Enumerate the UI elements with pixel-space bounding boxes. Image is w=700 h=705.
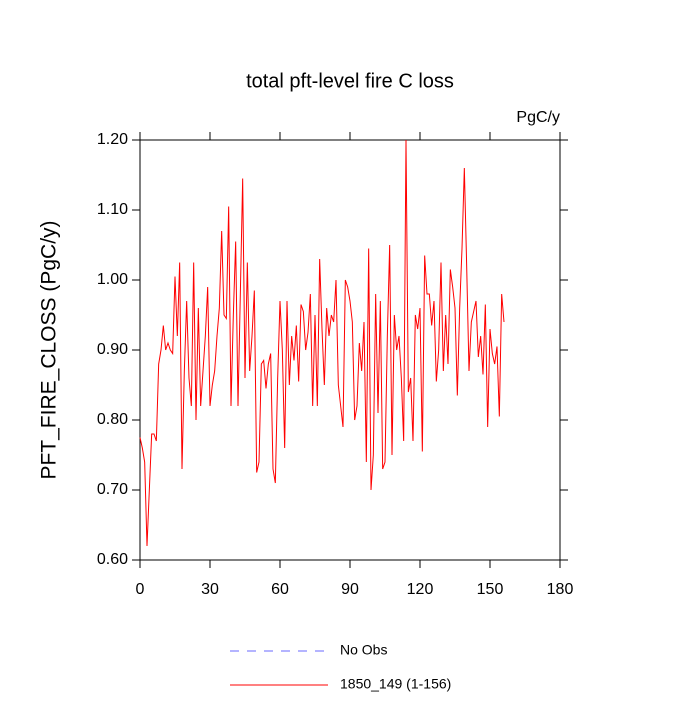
y-tick-label: 1.00 — [97, 271, 128, 288]
x-tick-label: 0 — [136, 581, 145, 598]
units-label: PgC/y — [516, 109, 560, 126]
x-tick-label: 150 — [477, 581, 504, 598]
y-axis-label: PFT_FIRE_CLOSS (PgC/y) — [38, 220, 61, 479]
y-tick-label: 1.20 — [97, 131, 128, 148]
y-tick-label: 0.90 — [97, 341, 128, 358]
y-tick-label: 0.60 — [97, 551, 128, 568]
legend-label: 1850_149 (1-156) — [340, 676, 451, 692]
chart-title: total pft-level fire C loss — [246, 70, 454, 92]
x-tick-label: 60 — [271, 581, 289, 598]
x-tick-label: 30 — [201, 581, 219, 598]
x-tick-label: 180 — [547, 581, 574, 598]
x-tick-label: 120 — [407, 581, 434, 598]
data-line — [139, 139, 505, 547]
y-tick-label: 1.10 — [97, 201, 128, 218]
y-tick-label: 0.70 — [97, 481, 128, 498]
legend-label: No Obs — [340, 642, 387, 658]
y-tick-label: 0.80 — [97, 411, 128, 428]
x-tick-label: 90 — [341, 581, 359, 598]
